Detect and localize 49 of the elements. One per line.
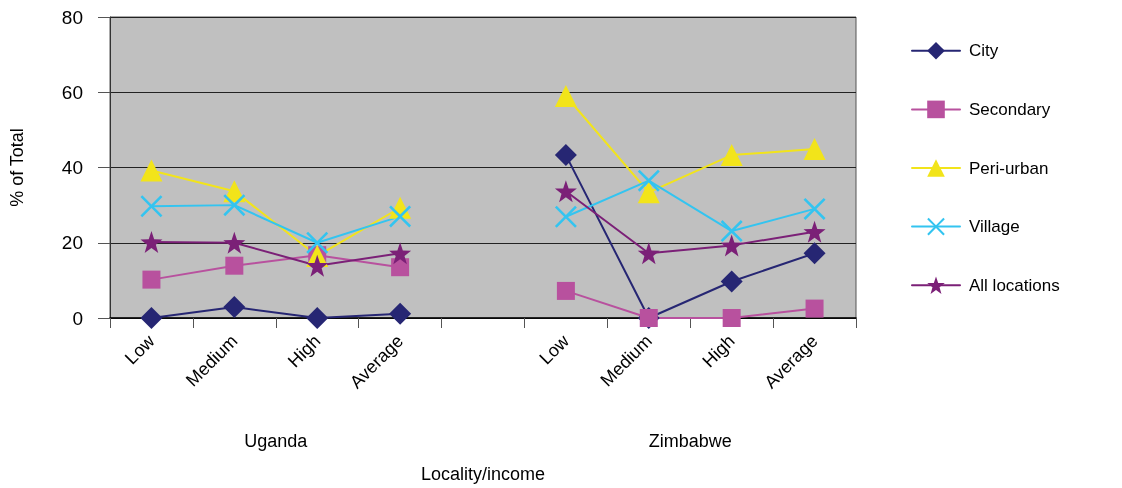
y-tick-label: 40 — [61, 157, 83, 178]
point — [223, 231, 246, 254]
point — [140, 307, 163, 329]
point — [637, 169, 660, 192]
point — [306, 231, 329, 254]
point — [223, 296, 246, 319]
point — [554, 144, 577, 167]
point — [803, 197, 826, 220]
point — [140, 195, 163, 218]
text: Uganda — [244, 431, 309, 451]
point — [140, 231, 163, 253]
legend-label: Peri-urban — [969, 158, 1049, 178]
point — [142, 270, 161, 289]
legend-label: Village — [969, 217, 1020, 237]
x-tick-label: Low — [535, 330, 574, 369]
point — [389, 302, 412, 325]
point — [720, 270, 743, 293]
point — [720, 220, 743, 243]
point — [803, 138, 826, 161]
y-tick-label: 80 — [61, 6, 83, 28]
point — [225, 256, 244, 275]
point — [140, 159, 163, 182]
point — [306, 307, 329, 329]
point — [720, 144, 743, 167]
point — [556, 281, 575, 300]
point — [805, 299, 824, 318]
point — [389, 205, 412, 228]
point — [389, 242, 412, 265]
point — [803, 242, 826, 265]
point — [306, 254, 329, 277]
point — [637, 181, 660, 204]
y-tick-label: 20 — [61, 232, 83, 254]
x-axis-title: Locality/income — [420, 464, 546, 484]
text: Zimbabwe — [648, 431, 732, 451]
point — [637, 242, 660, 265]
point — [223, 194, 246, 217]
point — [554, 180, 577, 203]
y-tick-label: 60 — [61, 81, 83, 103]
point — [722, 309, 741, 327]
x-tick-label: Low — [121, 330, 160, 369]
point — [554, 205, 577, 228]
legend-label: City — [969, 41, 999, 61]
legend-label: Secondary — [969, 99, 1051, 119]
y-tick-label: 0 — [72, 307, 83, 329]
y-axis-title: % of Total — [7, 128, 27, 207]
point — [803, 220, 826, 243]
legend-label: All locations — [969, 275, 1060, 295]
point — [554, 85, 577, 108]
point — [720, 234, 743, 257]
